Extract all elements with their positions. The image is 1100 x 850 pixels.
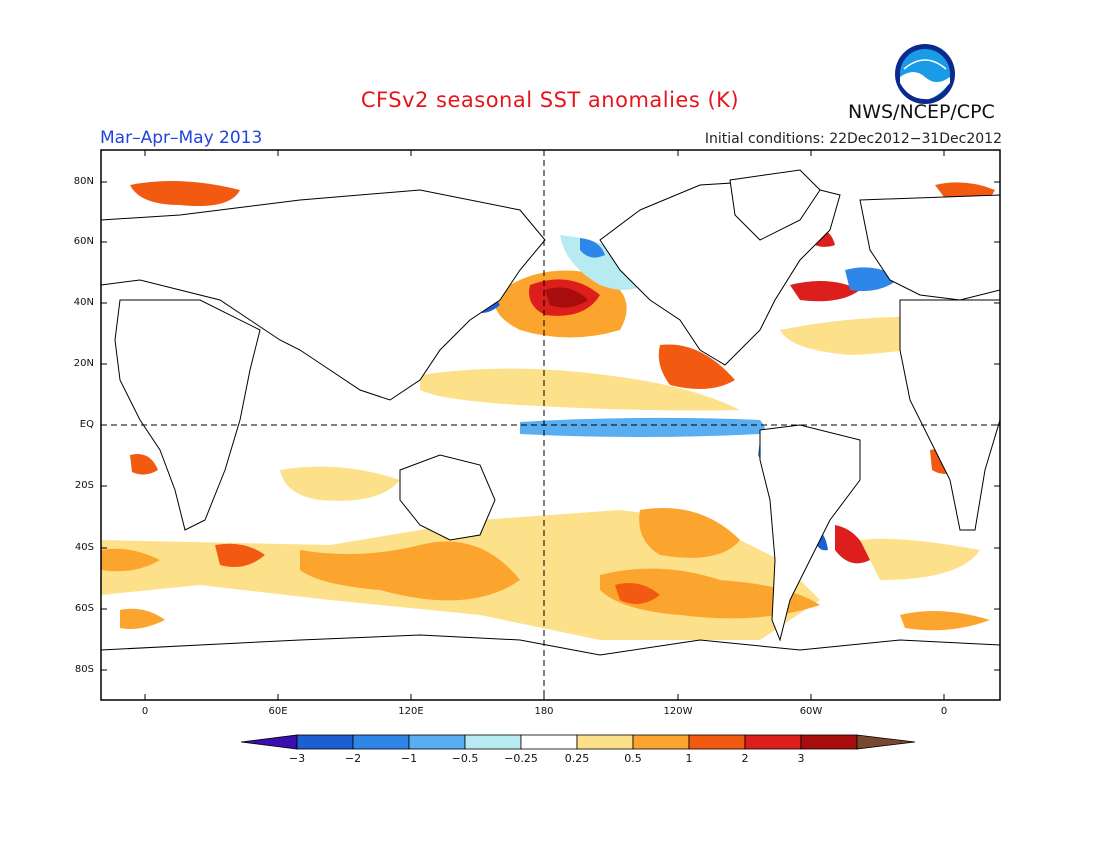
initial-conditions-label: Initial conditions: 22Dec2012−31Dec2012	[704, 131, 1002, 147]
lat-label: 40N	[73, 297, 94, 308]
lat-label: EQ	[79, 419, 94, 430]
colorbar-arrow-high	[856, 734, 916, 750]
colorbar-swatch	[744, 734, 802, 750]
colorbar	[240, 734, 916, 750]
lon-label: 0	[141, 706, 149, 717]
lat-label: 80S	[74, 664, 94, 675]
colorbar-swatch	[576, 734, 634, 750]
colorbar-swatch	[464, 734, 522, 750]
noaa-logo-icon	[895, 44, 955, 104]
lon-label: 0	[940, 706, 948, 717]
colorbar-swatch	[800, 734, 858, 750]
colorbar-swatch	[520, 734, 578, 750]
colorbar-swatch	[408, 734, 466, 750]
coastlines	[101, 169, 1000, 700]
colorbar-label: −0.25	[504, 752, 538, 765]
lat-label: 20S	[74, 480, 94, 491]
colorbar-label: 1	[685, 752, 693, 765]
lat-label: 40S	[74, 542, 94, 553]
season-label: Mar–Apr–May 2013	[100, 128, 263, 148]
colorbar-label: −1	[400, 752, 418, 765]
lon-label: 120E	[398, 706, 424, 717]
agency-label: NWS/NCEP/CPC	[848, 101, 995, 123]
lon-label: 180	[534, 706, 554, 717]
colorbar-arrow-low	[240, 734, 298, 750]
lat-label: 60N	[73, 236, 94, 247]
colorbar-label: 0.25	[564, 752, 590, 765]
lon-label: 60W	[799, 706, 823, 717]
colorbar-label: −0.5	[451, 752, 479, 765]
colorbar-label: −3	[288, 752, 306, 765]
colorbar-swatch	[352, 734, 410, 750]
colorbar-label: 2	[741, 752, 749, 765]
colorbar-label: 0.5	[624, 752, 642, 765]
colorbar-label: 3	[797, 752, 805, 765]
colorbar-swatch	[296, 734, 354, 750]
lon-label: 60E	[268, 706, 288, 717]
lat-label: 60S	[74, 603, 94, 614]
chart-title: CFSv2 seasonal SST anomalies (K)	[360, 88, 740, 112]
colorbar-label: −2	[344, 752, 362, 765]
colorbar-swatch	[632, 734, 690, 750]
colorbar-swatch	[688, 734, 746, 750]
lon-label: 120W	[663, 706, 693, 717]
lat-label: 20N	[73, 358, 94, 369]
lat-label: 80N	[73, 176, 94, 187]
